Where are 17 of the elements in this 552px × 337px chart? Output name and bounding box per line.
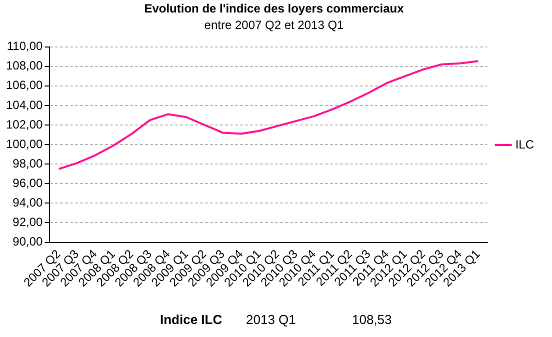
y-tick-label: 102,00: [6, 117, 44, 132]
y-tick-label: 90,00: [12, 234, 44, 249]
chart-title: Evolution de l'indice des loyers commerciaux: [144, 2, 404, 16]
chart-subtitle: entre 2007 Q2 et 2013 Q1: [204, 18, 344, 32]
y-tick-label: 106,00: [6, 78, 44, 92]
y-tick-label: 92,00: [12, 215, 44, 230]
y-tick-label: 110,00: [6, 39, 44, 54]
text: 108,53: [352, 312, 392, 327]
y-tick-label: 98,00: [12, 156, 44, 170]
y-tick-label: 108,00: [6, 58, 44, 73]
text: 2013 Q1: [246, 312, 296, 327]
y-tick-label: 104,00: [6, 98, 44, 112]
y-tick-label: 94,00: [12, 195, 44, 210]
text: Indice ILC: [160, 312, 222, 327]
y-tick-label: 96,00: [12, 176, 44, 190]
legend-label: ILC: [515, 137, 534, 152]
y-tick-label: 100,00: [6, 136, 44, 151]
